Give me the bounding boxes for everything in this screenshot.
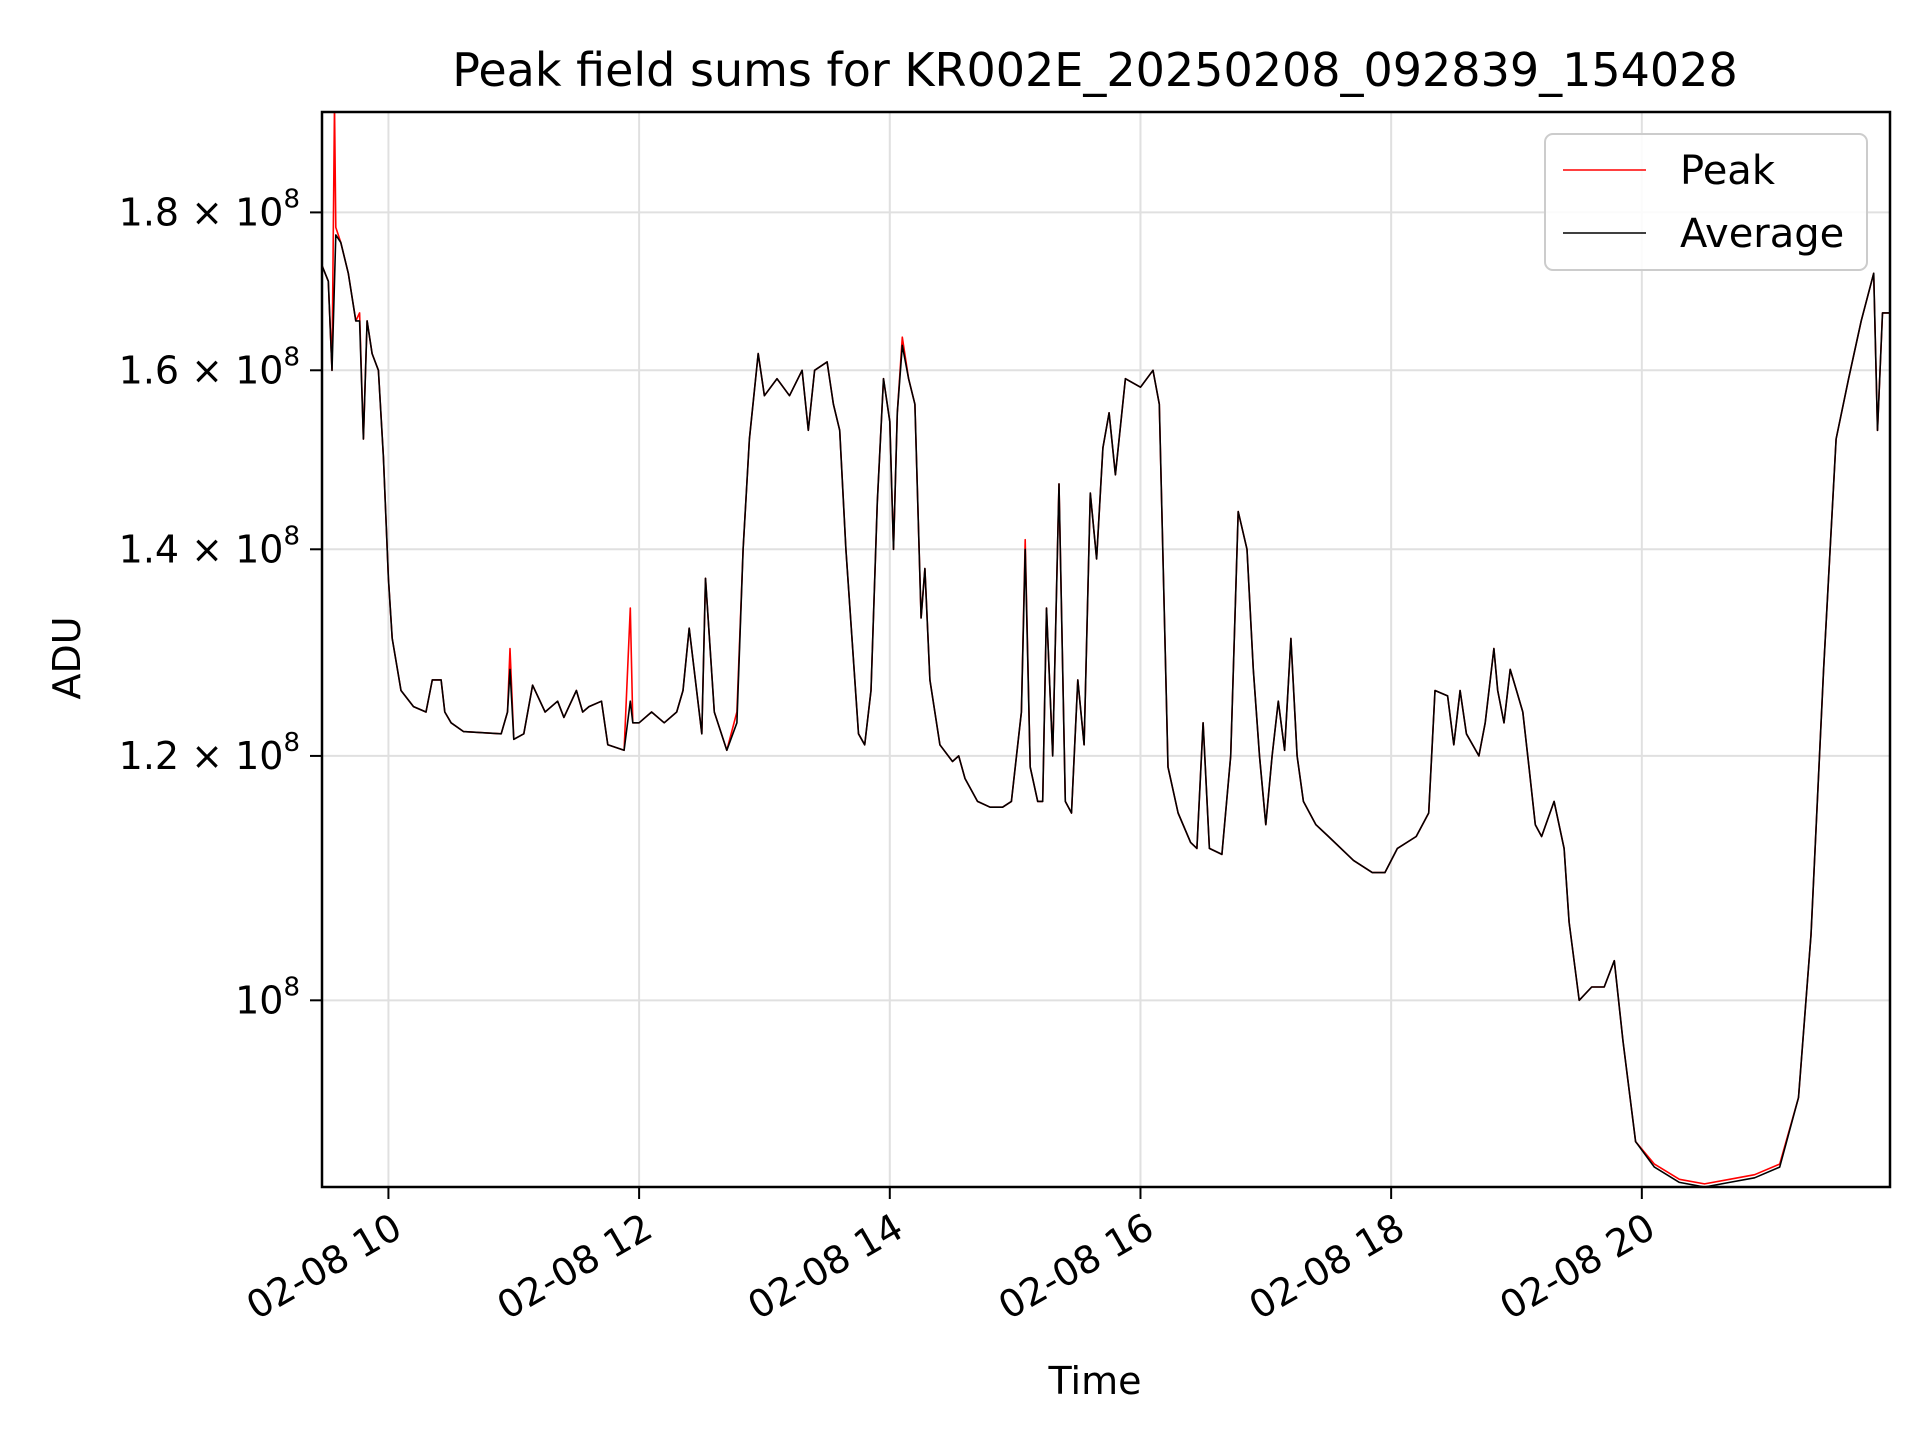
y-tick-base: 10 bbox=[235, 348, 283, 392]
x-tick-label: 02-08 12 bbox=[490, 1205, 660, 1329]
y-tick-exponent: 8 bbox=[283, 521, 300, 551]
y-tick-base: 10 bbox=[235, 190, 283, 234]
x-axis-ticks: 02-08 10 02-08 12 02-08 14 02-08 16 02-08 18… bbox=[239, 1187, 1662, 1328]
y-tick-mantissa: 1.2 × bbox=[119, 734, 235, 778]
y-tick-mantissa: 1.8 × bbox=[119, 190, 235, 234]
y-tick-label: 1.2 × 108 bbox=[119, 728, 300, 778]
series-layer bbox=[322, 112, 1890, 1187]
legend: Peak Average bbox=[1544, 133, 1868, 271]
y-tick-base: 10 bbox=[235, 734, 283, 778]
x-tick-label: 02-08 16 bbox=[991, 1205, 1161, 1329]
y-tick-label: 108 bbox=[235, 972, 300, 1022]
y-tick-exponent: 8 bbox=[283, 184, 300, 214]
legend-label-peak: Peak bbox=[1680, 148, 1776, 194]
x-tick-label: 02-08 18 bbox=[1242, 1205, 1412, 1329]
legend-label-average: Average bbox=[1680, 211, 1844, 257]
series-line-average bbox=[322, 234, 1890, 1187]
y-axis-label: ADU bbox=[45, 616, 89, 699]
chart-title: Peak field sums for KR002E_20250208_0928… bbox=[452, 43, 1737, 97]
y-tick-base: 10 bbox=[235, 978, 283, 1022]
y-tick-label: 1.4 × 108 bbox=[119, 521, 300, 571]
x-tick-label: 02-08 14 bbox=[740, 1205, 910, 1329]
y-tick-mantissa: 1.6 × bbox=[119, 348, 235, 392]
y-tick-base: 10 bbox=[235, 527, 283, 571]
plot-frame bbox=[320, 110, 1892, 1189]
y-tick-label: 1.8 × 108 bbox=[119, 184, 300, 234]
y-tick-mantissa: 1.4 × bbox=[119, 527, 235, 571]
y-tick-exponent: 8 bbox=[283, 972, 300, 1002]
x-tick-label: 02-08 20 bbox=[1492, 1205, 1662, 1329]
y-tick-exponent: 8 bbox=[283, 728, 300, 758]
x-tick-label: 02-08 10 bbox=[239, 1205, 409, 1329]
x-axis-label: Time bbox=[1048, 1359, 1142, 1403]
legend-box bbox=[1544, 133, 1868, 271]
grid bbox=[322, 112, 1890, 1187]
y-tick-label: 1.6 × 108 bbox=[119, 342, 300, 392]
y-tick-exponent: 8 bbox=[283, 342, 300, 372]
